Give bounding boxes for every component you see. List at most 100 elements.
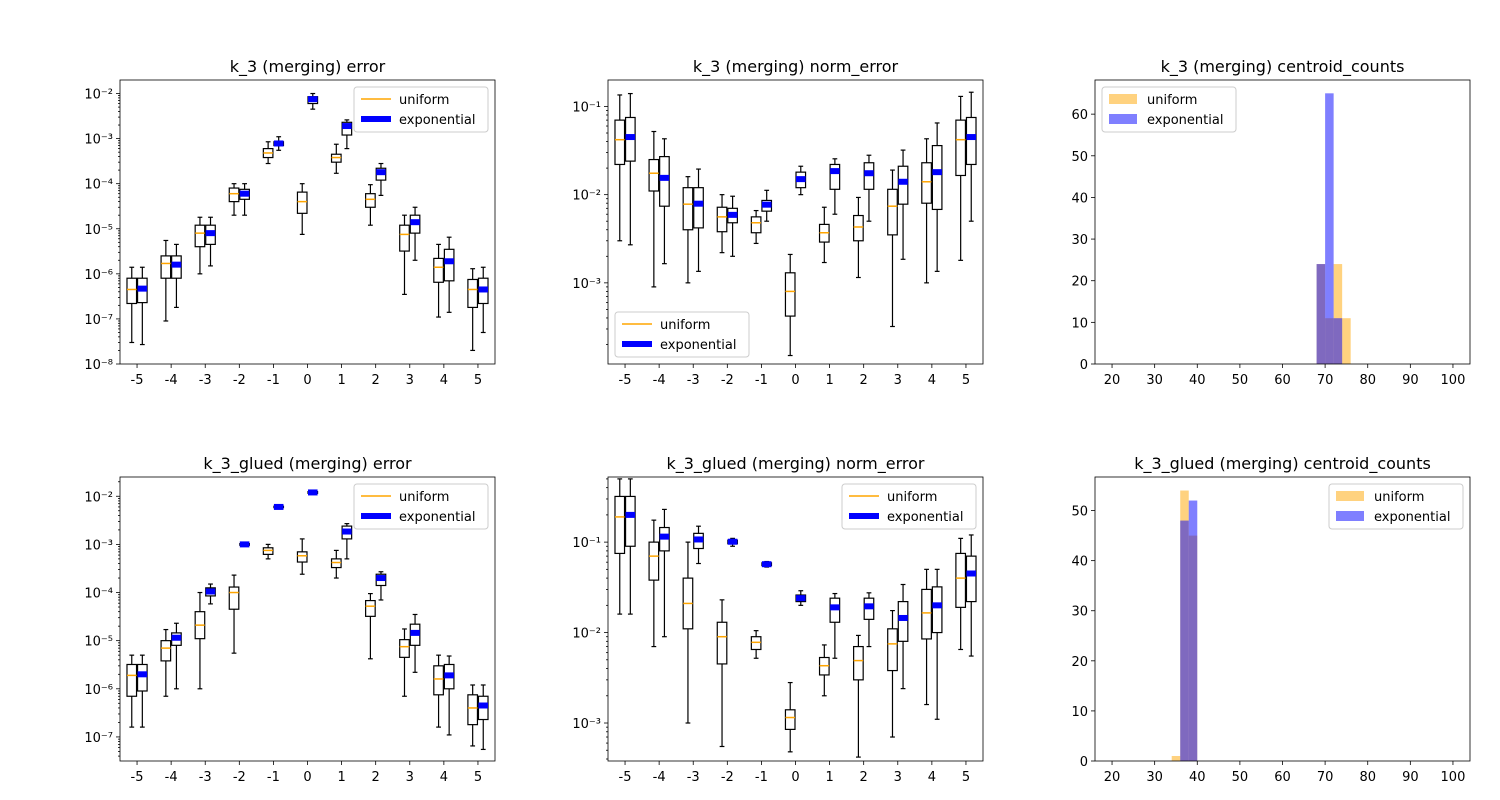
box-uniform	[682, 541, 694, 724]
x-tick-label: -4	[165, 373, 178, 388]
box-uniform	[648, 130, 660, 288]
box-exponential	[659, 508, 670, 638]
box-uniform	[955, 95, 967, 261]
x-tick-label: -3	[687, 770, 700, 785]
box-body	[965, 555, 977, 603]
box-body	[955, 552, 967, 608]
x-tick-label: -4	[653, 373, 666, 388]
legend-label: exponential	[399, 113, 475, 128]
box-body	[160, 255, 172, 279]
series-uniform	[614, 94, 967, 357]
x-tick-label: 4	[928, 770, 936, 785]
box-body	[887, 188, 898, 236]
box-exponential	[624, 92, 636, 246]
y-tick-label: 10⁻²	[84, 490, 113, 505]
axes-frame	[119, 79, 496, 365]
x-tick-label: -4	[653, 770, 666, 785]
box-exponential	[443, 655, 455, 736]
x-tick-label: -2	[233, 373, 246, 388]
y-tick-label: 10⁻³	[84, 538, 113, 553]
box-body	[853, 214, 864, 242]
y-tick-label: 10	[1071, 316, 1088, 331]
series-exponential	[1180, 500, 1198, 761]
box-exponential	[171, 243, 182, 309]
box-exponential	[375, 571, 387, 601]
box-exponential	[897, 583, 909, 690]
x-tick-label: -5	[619, 373, 632, 388]
y-tick-label: 30	[1071, 605, 1088, 620]
series-uniform	[126, 141, 479, 352]
box-uniform	[228, 574, 240, 654]
box-uniform	[399, 214, 410, 295]
box-exponential	[273, 136, 285, 151]
box-uniform	[296, 538, 308, 575]
axes-frame	[607, 476, 984, 762]
box-uniform	[648, 519, 660, 648]
legend-label: uniform	[660, 318, 710, 333]
legend: uniform exponential	[614, 311, 750, 358]
y-tick-label: 10⁻⁵	[84, 635, 113, 650]
box-body	[921, 588, 932, 640]
y-tick-label: 30	[1071, 233, 1088, 248]
box-exponential	[795, 165, 807, 196]
box-body	[921, 162, 932, 204]
x-tick-label: 90	[1402, 373, 1419, 388]
box-uniform	[818, 206, 830, 264]
box-body	[784, 272, 796, 317]
box-exponential	[239, 541, 250, 548]
x-tick-label: 0	[303, 770, 311, 785]
box-uniform	[853, 634, 864, 758]
box-body	[693, 187, 704, 229]
box-body	[853, 645, 864, 681]
y-tick-label: 10⁻⁷	[84, 313, 113, 328]
y-tick-label: 10⁻⁶	[84, 683, 113, 698]
box-uniform	[853, 196, 864, 279]
box-body	[887, 628, 898, 672]
y-tick-label: 10⁻¹	[572, 536, 601, 551]
box-body	[784, 709, 796, 730]
box-body	[682, 187, 694, 231]
x-tick-label: 3	[406, 770, 414, 785]
y-tick-label: 10⁻²	[84, 88, 113, 103]
box-uniform	[921, 568, 932, 706]
x-tick-label: -3	[199, 770, 212, 785]
legend-swatch	[1109, 94, 1137, 104]
histogram-bar	[1342, 318, 1351, 364]
box-body	[829, 163, 841, 190]
box-uniform	[228, 183, 240, 216]
x-tick-label: 40	[1189, 373, 1206, 388]
box-exponential	[171, 622, 182, 690]
box-uniform	[433, 243, 444, 318]
x-tick-label: 30	[1146, 373, 1163, 388]
x-tick-label: 2	[860, 770, 868, 785]
legend: uniform exponential	[1328, 483, 1464, 530]
x-tick-label: -5	[131, 770, 144, 785]
box-exponential	[659, 138, 670, 265]
y-tick-label: 40	[1071, 555, 1088, 570]
x-tick-label: 80	[1359, 770, 1376, 785]
box-uniform	[614, 94, 626, 242]
box-uniform	[887, 169, 898, 328]
box-exponential	[965, 534, 977, 657]
box-exponential	[375, 162, 387, 196]
legend-label: uniform	[887, 490, 937, 505]
x-tick-label: 40	[1189, 770, 1206, 785]
y-tick-label: 10⁻³	[572, 717, 601, 732]
y-tick-label: 10⁻⁴	[84, 587, 113, 602]
box-body	[443, 248, 455, 282]
legend-label: exponential	[660, 338, 736, 353]
box-uniform	[160, 628, 172, 697]
x-tick-label: 20	[1104, 373, 1121, 388]
subplot-1: k_3 (merging) norm_error 10⁻³ 10⁻² 10⁻¹ -5 -4…	[572, 57, 984, 388]
y-tick-label: 10⁻⁵	[84, 223, 113, 238]
x-tick-label: 5	[962, 770, 970, 785]
box-exponential	[273, 503, 285, 510]
box-uniform	[399, 628, 410, 697]
subplot-3: k_3_glued (merging) error 10⁻⁷ 10⁻⁶ 10⁻⁵ 10⁻…	[84, 454, 496, 785]
box-uniform	[126, 654, 138, 728]
box-body	[365, 193, 376, 208]
series-exponential	[1316, 93, 1343, 365]
box-exponential	[829, 158, 841, 215]
box-body	[659, 156, 670, 207]
y-tick-label: 10⁻³	[572, 277, 601, 292]
